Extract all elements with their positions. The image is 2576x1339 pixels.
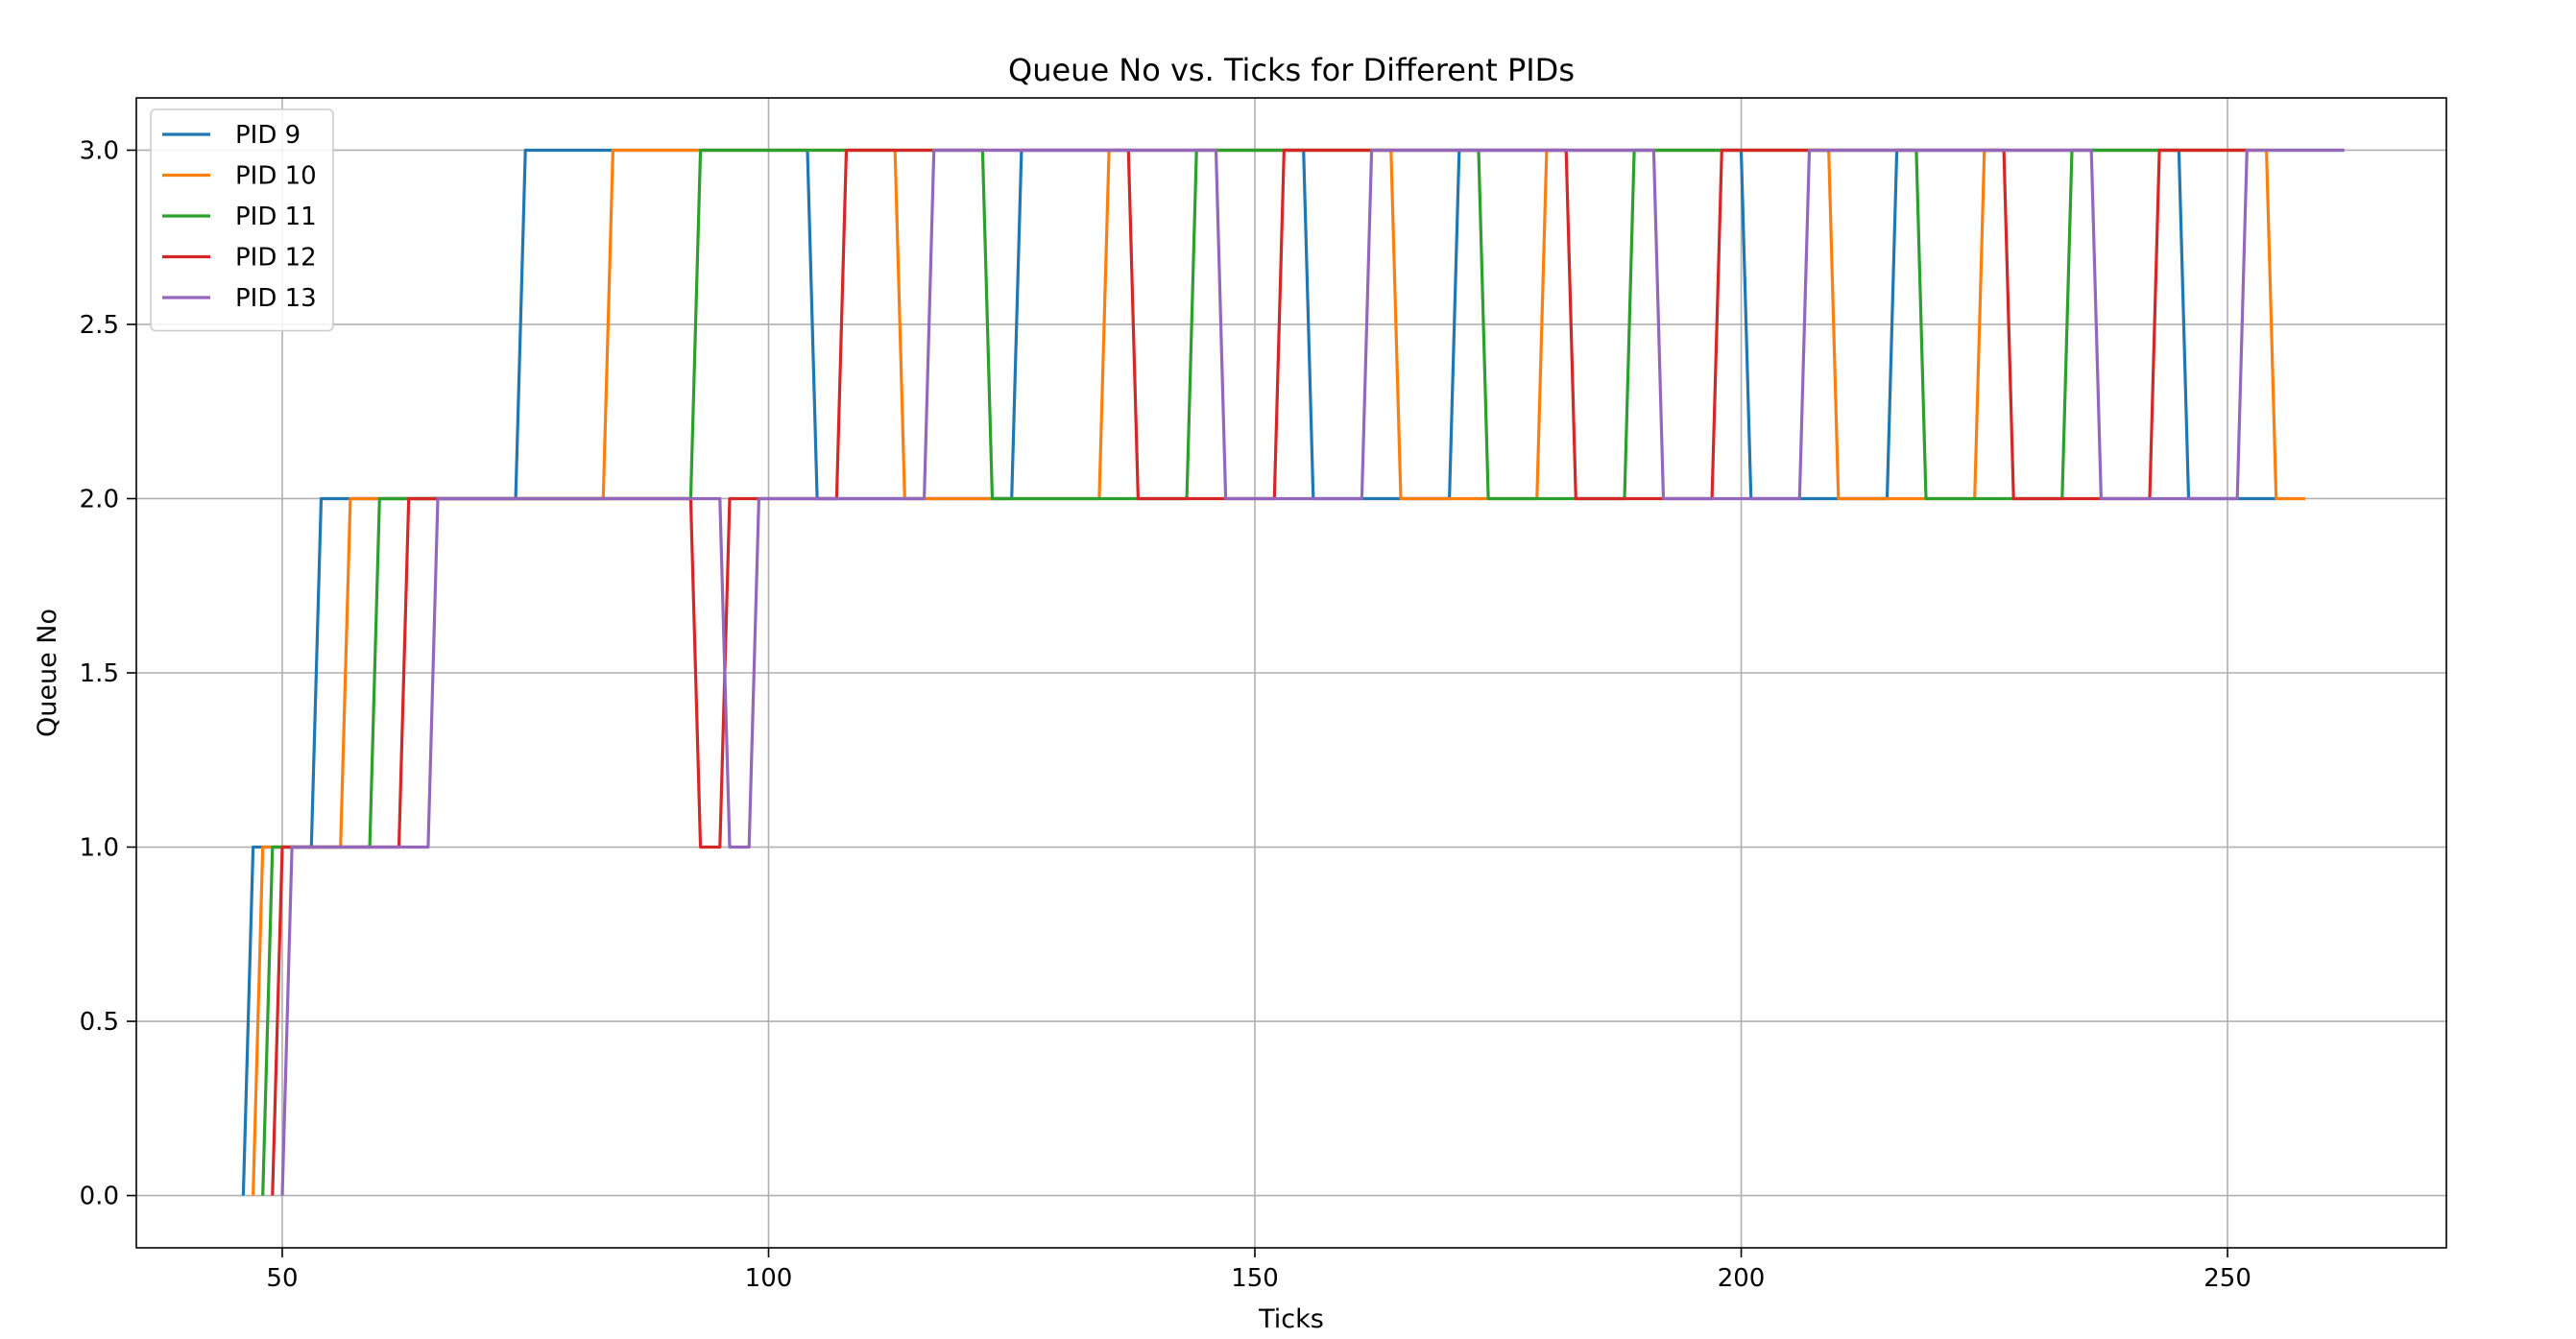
legend-box xyxy=(150,108,334,332)
x-tick-label: 200 xyxy=(1718,1264,1766,1293)
y-tick-label: 1.5 xyxy=(80,659,119,688)
y-tick-label: 1.0 xyxy=(80,834,119,863)
y-axis-label: Queue No xyxy=(33,609,62,737)
y-tick-label: 0.0 xyxy=(80,1183,119,1211)
x-axis-label: Ticks xyxy=(1258,1304,1324,1334)
legend-item: PID 12 xyxy=(162,244,317,273)
x-tick-label: 150 xyxy=(1231,1264,1279,1293)
y-tick-label: 2.0 xyxy=(80,485,119,514)
legend-label: PID 10 xyxy=(235,162,317,191)
legend-label: PID 12 xyxy=(235,244,317,273)
y-tick-label: 2.5 xyxy=(80,311,119,340)
series-lines xyxy=(241,148,2345,1196)
x-tick-label: 250 xyxy=(2203,1264,2251,1293)
legend: PID 9 PID 10 PID 11 PID 12 PID 13 xyxy=(150,108,334,332)
grid-lines xyxy=(136,98,2446,1248)
axis-ticks: 50 100 150 200 250 0.0 0.5 1.0 1.5 2.0 2.5 3.0 xyxy=(80,136,2251,1293)
chart-title: Queue No vs. Ticks for Different PIDs xyxy=(1008,52,1575,88)
legend-item: PID 9 xyxy=(162,121,301,150)
x-tick-label: 100 xyxy=(745,1264,793,1293)
y-tick-label: 0.5 xyxy=(80,1008,119,1037)
legend-label: PID 11 xyxy=(235,203,317,231)
legend-label: PID 9 xyxy=(235,121,301,150)
x-tick-label: 50 xyxy=(266,1264,298,1293)
legend-item: PID 11 xyxy=(162,203,317,231)
legend-label: PID 13 xyxy=(235,284,317,313)
legend-item: PID 13 xyxy=(162,284,317,313)
y-tick-label: 3.0 xyxy=(80,136,119,165)
legend-item: PID 10 xyxy=(162,162,317,191)
series-line-pid-13 xyxy=(280,148,2345,1196)
